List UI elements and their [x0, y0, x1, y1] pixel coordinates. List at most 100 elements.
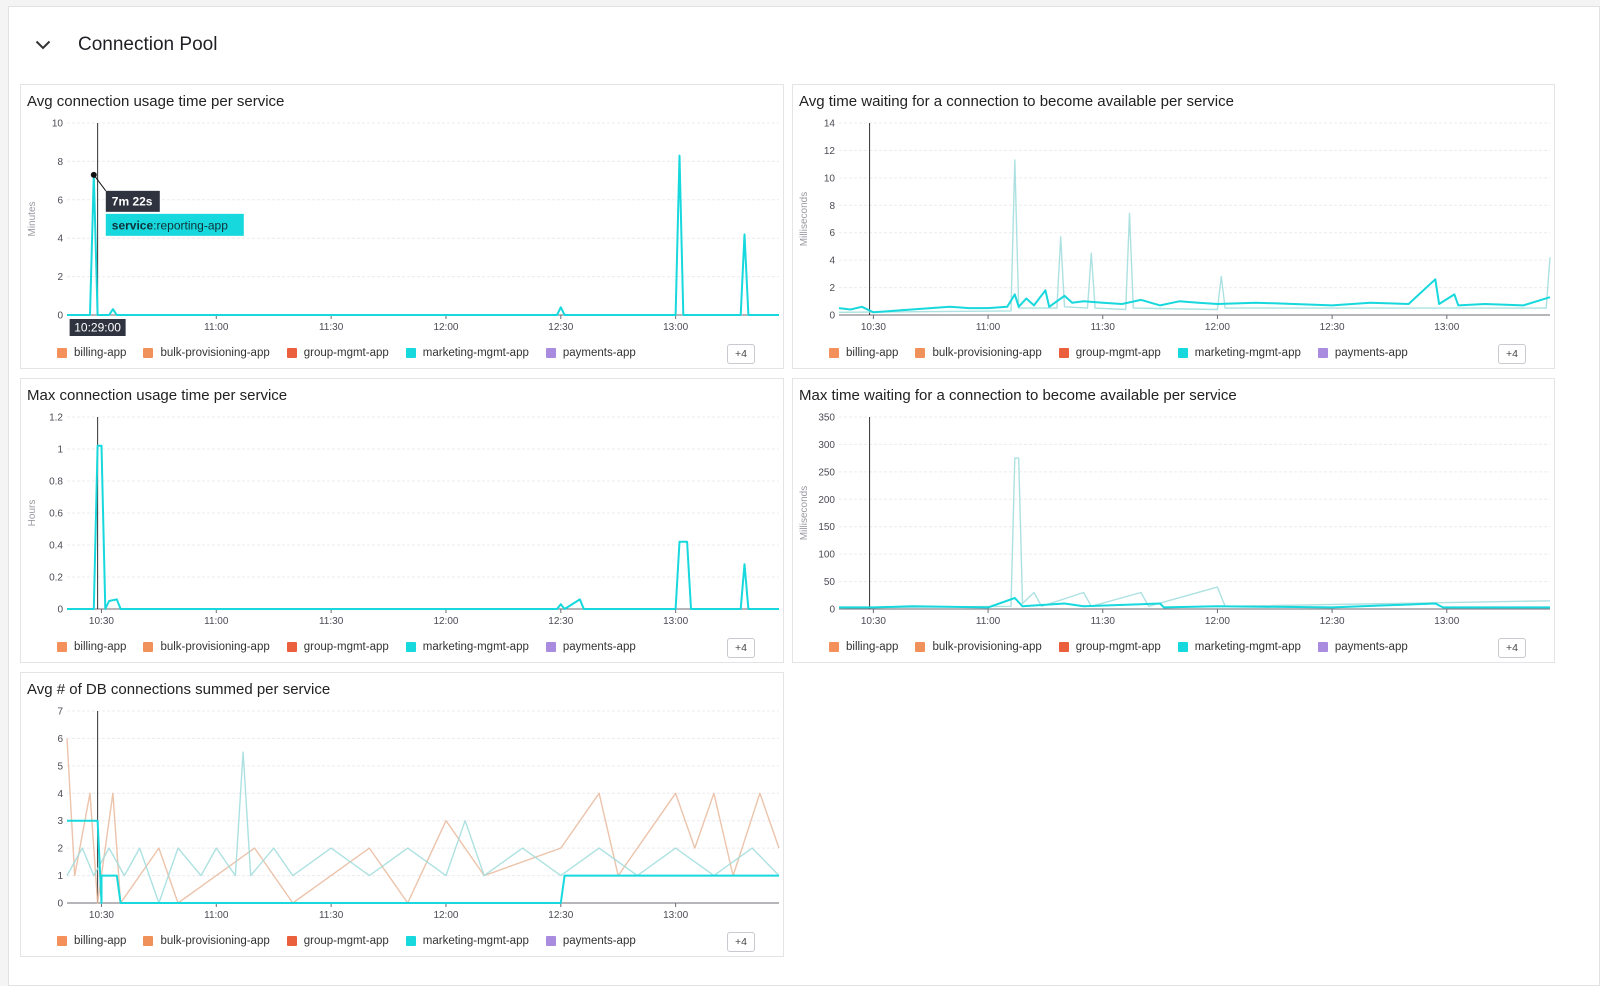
legend-item[interactable]: bulk-provisioning-app [143, 935, 270, 947]
legend-more-button[interactable]: +4 [727, 638, 755, 658]
y-tick-label: 4 [57, 789, 63, 800]
legend-item[interactable]: group-mgmt-app [1058, 641, 1161, 653]
legend-item[interactable]: payments-app [545, 641, 636, 653]
legend-item[interactable]: bulk-provisioning-app [143, 641, 270, 653]
y-tick-label: 8 [829, 201, 835, 212]
legend-item[interactable]: marketing-mgmt-app [405, 935, 529, 947]
legend-swatch [1058, 642, 1069, 652]
chart-svg[interactable]: 0 2 4 6 8 10 11:00 11:30 12:00 12:30 13:00 Minutes 7… [21, 85, 785, 370]
x-tick-label: 10:30 [89, 616, 114, 627]
y-tick-label: 1 [57, 445, 63, 456]
legend-item[interactable]: group-mgmt-app [1058, 347, 1161, 359]
gridlines [67, 416, 779, 610]
y-tick-label: 7 [57, 707, 63, 718]
y-tick-label: 5 [57, 761, 63, 772]
y-tick-label: 0.6 [49, 509, 63, 520]
legend-item[interactable]: bulk-provisioning-app [143, 347, 270, 359]
y-tick-label: 250 [818, 467, 835, 478]
legend-swatch [545, 642, 556, 652]
legend-item[interactable]: payments-app [1317, 347, 1408, 359]
chevron-down-icon[interactable] [28, 30, 58, 60]
legend-label: marketing-mgmt-app [422, 347, 529, 359]
chart-svg[interactable]: 0 1 2 3 4 5 6 7 10:30 11:00 11:30 12:00 12:30 13:00 [21, 673, 785, 958]
legend-swatch [915, 348, 926, 358]
y-tick-label: 300 [818, 440, 835, 451]
legend-label: payments-app [1334, 347, 1408, 359]
legend-swatch [829, 642, 839, 652]
legend-item[interactable]: billing-app [829, 347, 898, 359]
legend-item[interactable]: marketing-mgmt-app [405, 641, 529, 653]
legend-swatch [286, 642, 297, 652]
gridlines [839, 416, 1550, 610]
legend-item[interactable]: billing-app [57, 347, 126, 359]
legend-swatch [1058, 348, 1069, 358]
legend-label: payments-app [562, 641, 636, 653]
legend-swatch [57, 348, 67, 358]
cursor-time-box [69, 319, 126, 336]
widget-title: Avg # of DB connections summed per servi… [27, 681, 331, 698]
x-tick-label: 11:30 [319, 322, 344, 333]
legend-item[interactable]: billing-app [57, 935, 126, 947]
legend-label: billing-app [74, 347, 127, 359]
y-tick-label: 0 [829, 311, 835, 322]
legend-item[interactable]: marketing-mgmt-app [1177, 641, 1301, 653]
tooltip-value-box [105, 190, 160, 212]
legend-label: marketing-mgmt-app [422, 935, 529, 947]
y-tick-label: 0.4 [49, 541, 63, 552]
legend-label: group-mgmt-app [303, 935, 389, 947]
legend-more-button[interactable]: +4 [727, 932, 755, 952]
legend-item[interactable]: group-mgmt-app [286, 641, 389, 653]
legend-more-button[interactable]: +4 [727, 344, 755, 364]
y-tick-label: 8 [57, 157, 63, 168]
legend-label: bulk-provisioning-app [160, 347, 270, 359]
y-tick-label: 6 [57, 195, 63, 206]
legend-label: group-mgmt-app [303, 641, 389, 653]
legend-swatch [915, 642, 926, 652]
series-line [839, 597, 1550, 609]
legend-more-button[interactable]: +4 [1498, 344, 1526, 364]
legend-item[interactable]: group-mgmt-app [286, 347, 389, 359]
widget-avg-db-connections: Avg # of DB connections summed per servi… [20, 672, 784, 957]
legend-label: group-mgmt-app [1075, 347, 1161, 359]
legend-item[interactable]: payments-app [545, 347, 636, 359]
legend-swatch [405, 348, 416, 358]
legend-label: group-mgmt-app [303, 347, 389, 359]
x-tick-label: 12:30 [1320, 616, 1345, 627]
legend-swatch [57, 936, 67, 946]
legend-item[interactable]: marketing-mgmt-app [405, 347, 529, 359]
x-tick-label: 13:00 [663, 910, 688, 921]
y-tick-label: 0 [829, 605, 835, 616]
y-tick-label: 4 [829, 256, 835, 267]
legend-item[interactable]: bulk-provisioning-app [915, 347, 1042, 359]
series-line [66, 738, 780, 904]
legend-item[interactable]: payments-app [545, 935, 636, 947]
x-tick-label: 12:30 [1320, 322, 1345, 333]
widget-avg-connection-usage: Avg connection usage time per service 0 2… [20, 84, 784, 369]
legend-item[interactable]: bulk-provisioning-app [915, 641, 1042, 653]
x-tick-label: 11:30 [1091, 616, 1116, 627]
tooltip-tag-box [105, 213, 244, 236]
chart-svg[interactable]: 0 50 100 150 200 250 300 350 10:30 11:00 11:30 12:0… [793, 379, 1556, 664]
y-tick-label: 1.2 [49, 413, 63, 424]
x-tick-label: 10:30 [89, 910, 114, 921]
series-line [838, 278, 1551, 314]
legend-label: bulk-provisioning-app [932, 641, 1042, 653]
y-tick-label: 2 [57, 844, 63, 855]
legend-label: payments-app [1334, 641, 1408, 653]
legend-swatch [143, 642, 154, 652]
legend-swatch [545, 348, 556, 358]
widget-max-wait-time: Max time waiting for a connection to bec… [792, 378, 1555, 663]
chart-svg[interactable]: 0 0.2 0.4 0.6 0.8 1 1.2 10:30 11:00 11:30 12:00 12:… [21, 379, 785, 664]
chart-svg[interactable]: 0 2 4 6 8 10 12 14 10:30 11:00 11:30 12:00 12:30 13:0… [793, 85, 1556, 370]
legend-item[interactable]: billing-app [57, 641, 126, 653]
x-tick-label: 13:00 [1434, 322, 1459, 333]
legend-item[interactable]: billing-app [829, 641, 898, 653]
legend-label: billing-app [74, 641, 127, 653]
tooltip-pointer [93, 174, 107, 192]
series-line [838, 457, 1551, 609]
legend-more-button[interactable]: +4 [1498, 638, 1526, 658]
x-tick-label: 12:30 [548, 616, 573, 627]
legend-item[interactable]: payments-app [1317, 641, 1408, 653]
legend-item[interactable]: marketing-mgmt-app [1177, 347, 1301, 359]
legend-item[interactable]: group-mgmt-app [286, 935, 389, 947]
